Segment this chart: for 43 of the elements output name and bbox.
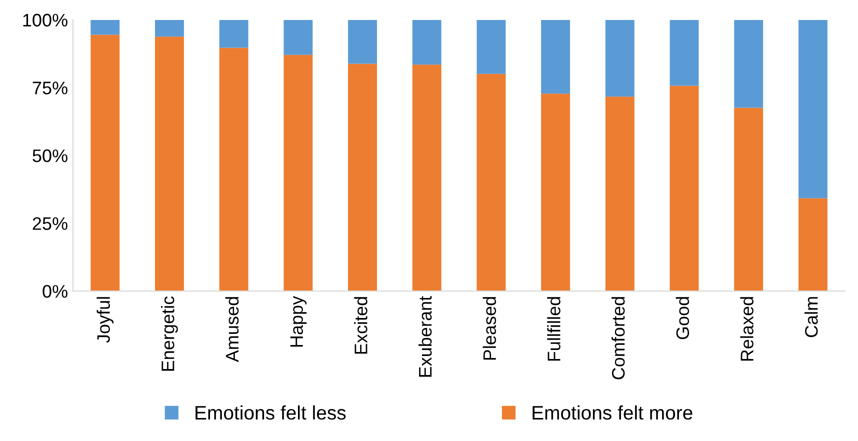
bar	[219, 20, 248, 48]
x-tick-label: Joyful	[96, 297, 114, 343]
bar	[154, 20, 184, 37]
y-tick-label: 100%	[23, 14, 68, 27]
bar	[90, 34, 120, 292]
x-tick-label: Exuberant	[418, 296, 432, 377]
bar	[90, 20, 120, 35]
x-tick-label: Energetic	[161, 296, 178, 371]
legend-label: Emotions felt less	[196, 405, 346, 420]
y-tick-label: 50%	[32, 149, 68, 162]
bar	[541, 20, 570, 94]
bar	[734, 20, 764, 108]
x-tick-label: Good	[676, 297, 690, 340]
bar	[412, 64, 442, 292]
x-tick-label: Excited	[354, 297, 368, 354]
bar	[541, 94, 570, 292]
x-tick-label: Comforted	[611, 297, 625, 380]
bar	[154, 36, 184, 292]
bar	[670, 20, 699, 86]
bar	[348, 64, 377, 292]
bar	[476, 20, 506, 74]
bar	[605, 96, 634, 292]
x-tick-label: Calm	[804, 297, 818, 338]
x-tick-label: Fullfilled	[547, 297, 560, 361]
bar	[670, 86, 699, 292]
x-tick-label: Happy	[290, 296, 307, 347]
x-tick-label: Pleased	[482, 297, 496, 360]
bar	[476, 74, 506, 292]
bar	[284, 54, 313, 292]
bar	[348, 20, 377, 64]
bar	[798, 198, 828, 292]
y-tick-label: 25%	[32, 217, 68, 230]
x-tick-label: Relaxed	[740, 297, 754, 361]
bar	[284, 20, 313, 55]
x-tick-label: Amused	[225, 297, 239, 362]
bar	[219, 48, 248, 292]
y-tick-label: 75%	[32, 82, 68, 94]
y-tick-label: 0%	[42, 284, 68, 298]
bar	[734, 108, 764, 292]
bar	[412, 20, 442, 65]
bar	[798, 20, 828, 198]
legend-label: Emotions felt more	[532, 405, 692, 420]
bar	[605, 20, 634, 97]
